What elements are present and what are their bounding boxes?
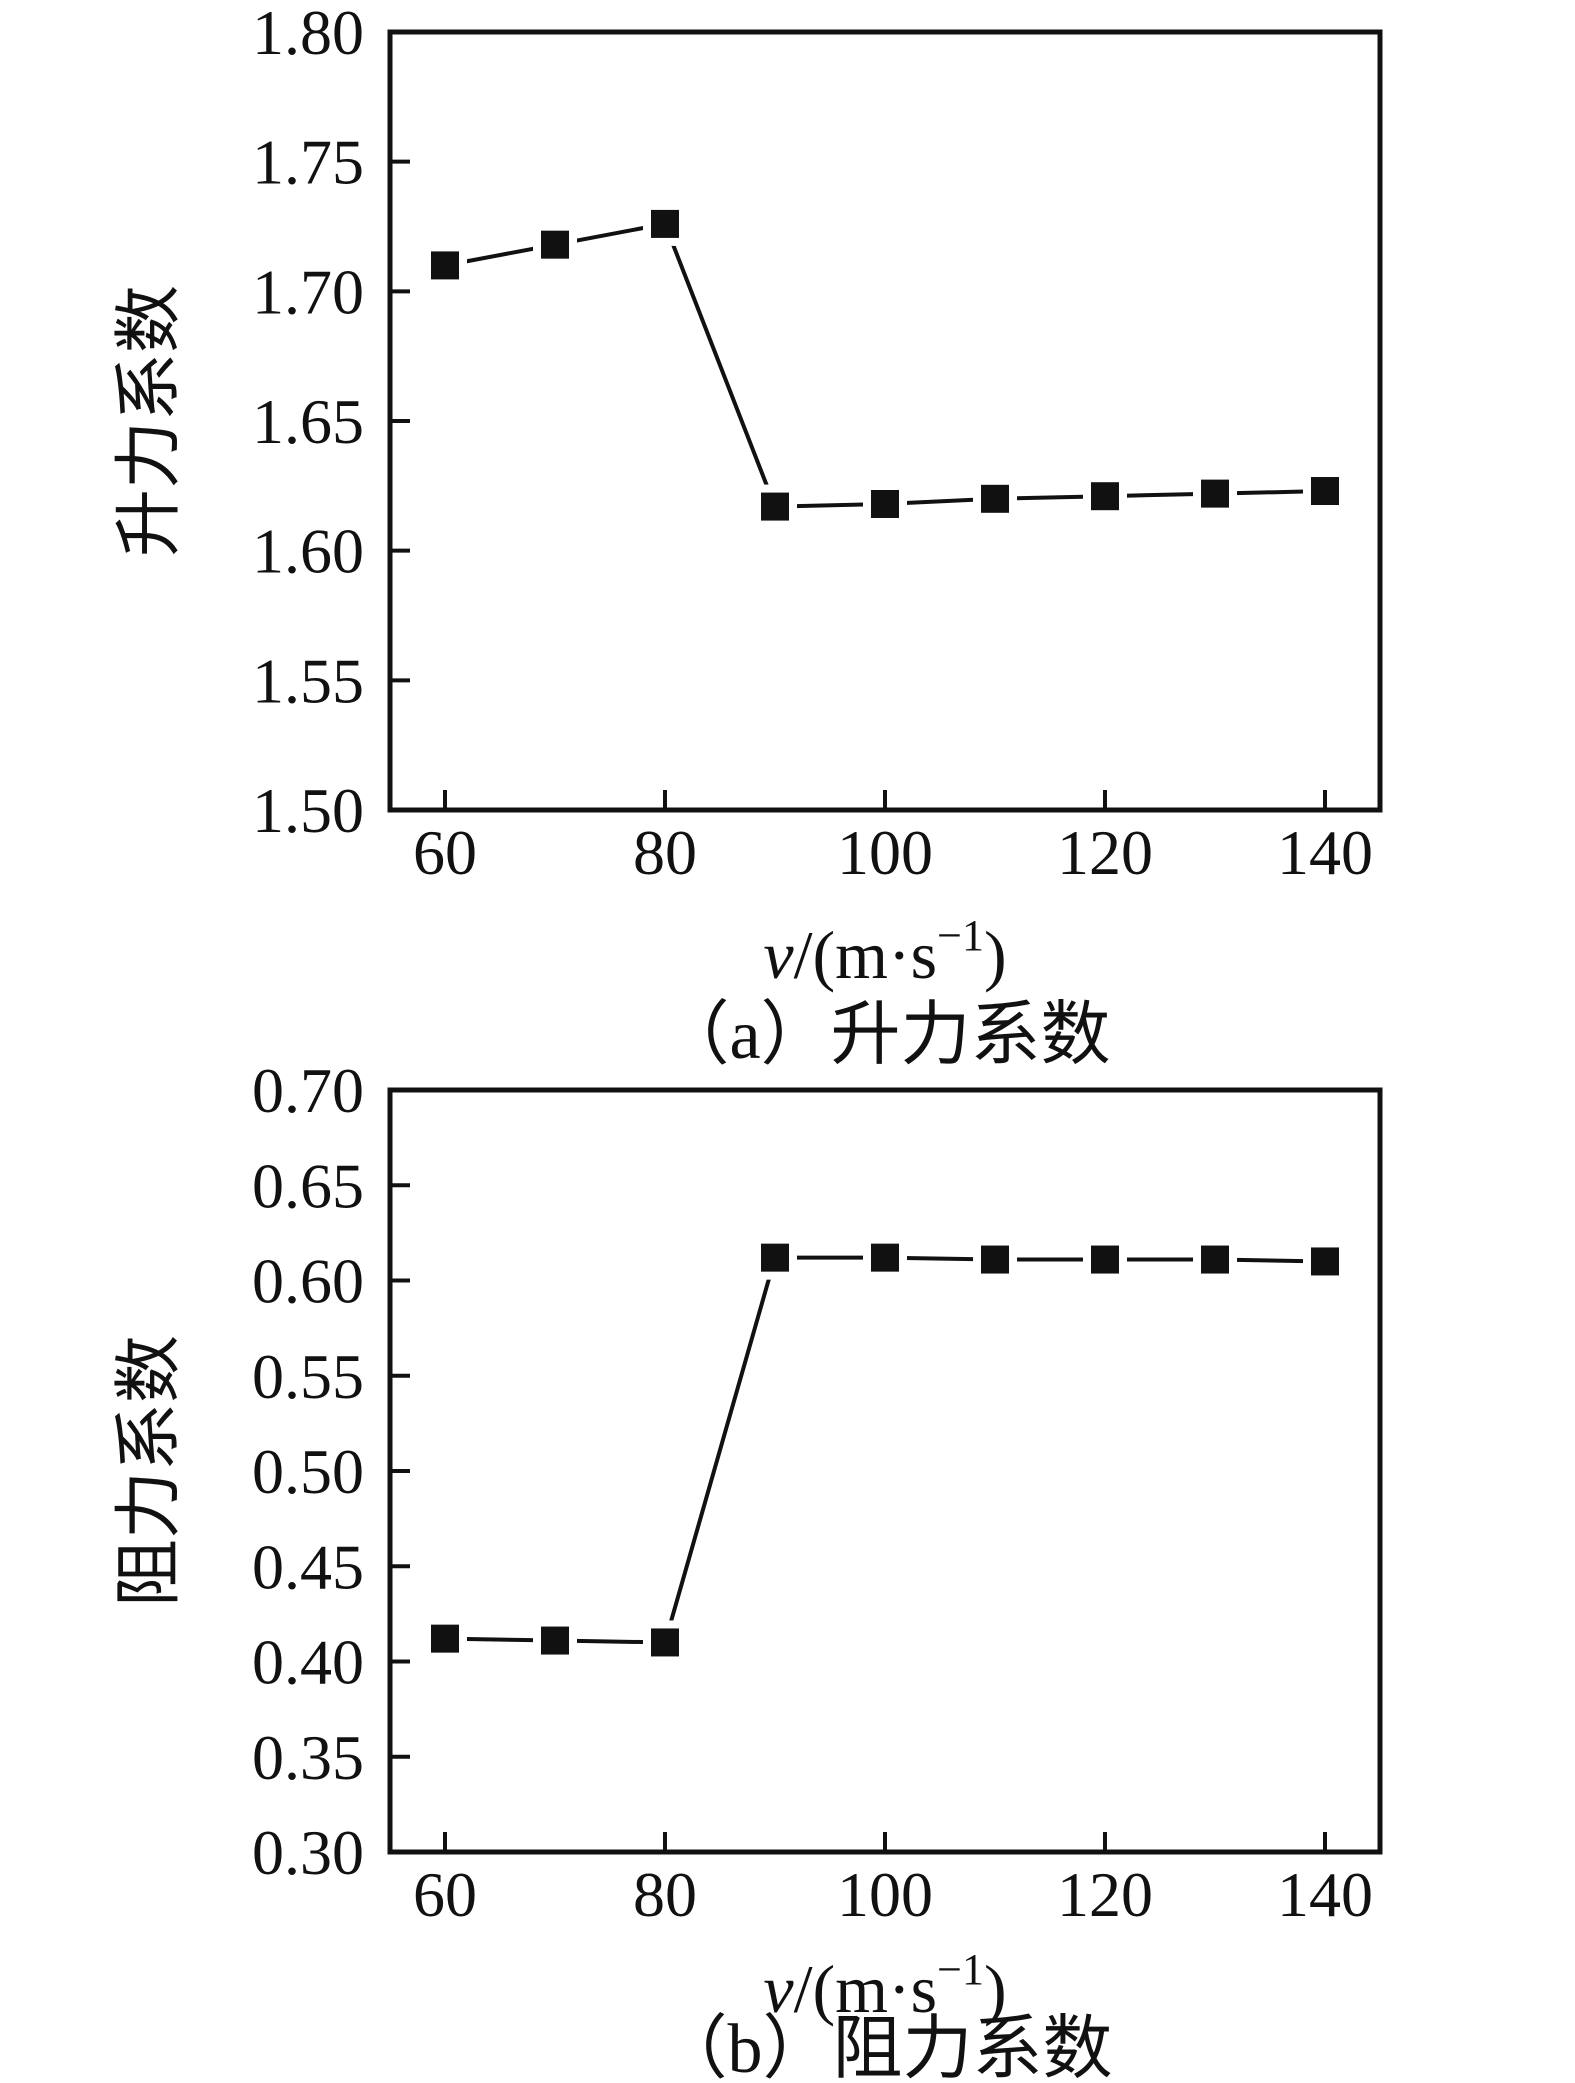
- x-tick-label: 100: [837, 1859, 933, 1930]
- data-point-marker: [541, 230, 569, 259]
- x-axis-title-b-end: ): [984, 1951, 1007, 2027]
- y-tick-label: 1.60: [252, 516, 364, 587]
- x-axis-title-a-mid: /(m·s: [794, 917, 938, 993]
- x-axis-title-b-variable: v: [763, 1951, 794, 2027]
- y-tick-label: 1.50: [252, 775, 364, 846]
- x-tick-label: 140: [1277, 1859, 1373, 1930]
- data-point-marker: [1201, 1245, 1229, 1274]
- data-point-marker: [761, 1243, 789, 1272]
- data-point-marker: [761, 492, 789, 521]
- x-tick-label: 60: [413, 817, 477, 888]
- data-point-marker: [981, 484, 1009, 513]
- data-point-marker: [871, 489, 899, 518]
- y-tick-label: 0.35: [252, 1722, 364, 1793]
- x-tick-label: 140: [1277, 817, 1373, 888]
- chart-a-dynamic: 60 80 100 120 140 1.50 1.55 1.60 1.65 1.70 1.75 1.8…: [252, 0, 1373, 888]
- data-point-marker: [1311, 477, 1339, 506]
- y-tick-label: 0.50: [252, 1436, 364, 1507]
- y-tick-label: 0.65: [252, 1150, 364, 1221]
- data-point-marker: [1311, 1247, 1339, 1276]
- y-axis-title-a: 升力系数: [111, 285, 187, 557]
- x-tick-label: 80: [633, 817, 697, 888]
- y-axis-title-b: 阻力系数: [111, 1335, 187, 1607]
- data-point-marker: [981, 1245, 1009, 1274]
- chart-b: 60 80 100 120 140 0.30 0.35 0.40 0.45 0.50 0.55 0.6…: [111, 1055, 1383, 2083]
- caption-b: （b）阻力系数: [658, 2011, 1113, 2083]
- x-axis-title-b-sup: −1: [937, 1945, 984, 1994]
- data-series-line: [444, 1255, 1326, 1645]
- x-tick-label: 120: [1057, 1859, 1153, 1930]
- x-axis-title-a: v/(m·s−1): [763, 911, 1006, 993]
- x-tick-label: 100: [837, 817, 933, 888]
- chart-a: 60 80 100 120 140 1.50 1.55 1.60 1.65 1.70 1.75 1.8…: [111, 0, 1383, 1074]
- data-point-marker: [1201, 479, 1229, 508]
- x-axis-title-a-sup: −1: [937, 911, 984, 960]
- x-axis-title-b-mid: /(m·s: [794, 1951, 938, 2027]
- data-point-marker: [1091, 1245, 1119, 1274]
- data-point-marker: [871, 1243, 899, 1272]
- y-tick-label: 0.70: [252, 1055, 364, 1126]
- x-tick-label: 80: [633, 1859, 697, 1930]
- y-tick-label: 0.40: [252, 1627, 364, 1698]
- y-tick-label: 0.30: [252, 1817, 364, 1888]
- data-point-marker: [1091, 482, 1119, 511]
- data-point-marker: [651, 1628, 679, 1657]
- y-tick-label: 1.80: [252, 0, 364, 68]
- data-point-marker: [431, 251, 459, 280]
- y-tick-label: 1.65: [252, 386, 364, 457]
- x-axis-title-a-end: ): [984, 917, 1007, 993]
- caption-a: （a）升力系数: [659, 997, 1110, 1074]
- y-tick-label: 1.75: [252, 127, 364, 198]
- x-axis-title-a-variable: v: [763, 917, 794, 993]
- y-tick-label: 1.55: [252, 645, 364, 716]
- x-tick-label: 60: [413, 1859, 477, 1930]
- y-tick-label: 0.60: [252, 1246, 364, 1317]
- plot-area-b: [387, 1087, 1383, 1855]
- x-axis-title-b: v/(m·s−1): [763, 1945, 1006, 2027]
- data-point-marker: [431, 1624, 459, 1653]
- chart-b-dynamic: 60 80 100 120 140 0.30 0.35 0.40 0.45 0.50 0.55 0.6…: [252, 1055, 1373, 1930]
- y-tick-label: 0.55: [252, 1341, 364, 1412]
- y-tick-label: 0.45: [252, 1531, 364, 1602]
- x-tick-label: 120: [1057, 817, 1153, 888]
- data-point-marker: [541, 1626, 569, 1655]
- data-point-marker: [651, 209, 679, 238]
- plot-area-a: [387, 29, 1383, 813]
- y-tick-label: 1.70: [252, 256, 364, 327]
